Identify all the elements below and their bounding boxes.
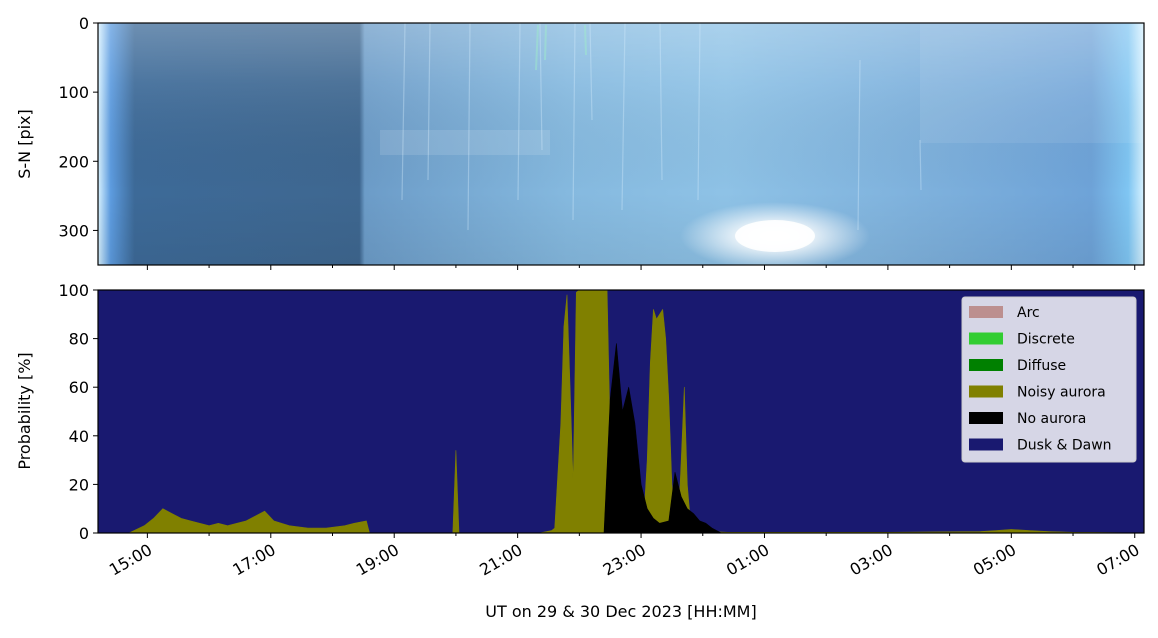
legend-box [961,296,1137,463]
keogram-image [98,23,1144,265]
series-area-no-aurora [535,343,722,533]
probability-x-ticks: 15:00 17:00 19:00 21:00 23:00 01:00 03:00 05:00… [106,533,1143,580]
legend-label: Discrete [1017,332,1075,348]
legend: Arc Discrete Diffuse Noisy aurora No aurora D… [961,296,1137,463]
legend-label: Diffuse [1017,358,1066,374]
keogram-x-ticks [146,265,1136,270]
keogram-y-tick-label: 0 [79,14,89,33]
x-tick-label: 03:00 [846,540,895,580]
keogram-y-ticks: 0 100 200 300 [58,14,98,240]
probability-y-tick-label: 20 [69,475,89,494]
probability-y-tick-label: 80 [69,330,89,349]
keogram-panel: 0 100 200 300 S-N [pix] [15,14,1145,270]
legend-swatch [969,412,1003,424]
probability-frame [97,289,1145,534]
x-tick-label: 01:00 [723,540,772,580]
probability-y-tick-label: 60 [69,378,89,397]
keogram-y-tick-label: 300 [58,221,89,240]
probability-panel: 0 20 40 60 80 100 15:00 17:00 19:00 21:00 23:00 01… [15,281,1145,621]
probability-y-ticks: 0 20 40 60 80 100 [58,281,98,543]
keogram-y-tick-label: 200 [58,152,89,171]
x-axis-label: UT on 29 & 30 Dec 2023 [HH:MM] [485,602,756,621]
keogram-y-tick-label: 100 [58,83,89,102]
legend-swatch [969,438,1003,451]
x-tick-label: 15:00 [106,540,155,580]
x-tick-label: 05:00 [970,540,1019,580]
x-tick-label: 19:00 [353,540,402,580]
probability-y-tick-label: 40 [69,427,89,446]
probability-y-tick-label: 100 [58,281,89,300]
legend-label: Noisy aurora [1017,385,1106,401]
x-tick-label: 07:00 [1093,540,1142,580]
legend-label: Arc [1017,305,1040,321]
probability-series [98,290,1144,533]
legend-swatch [969,359,1003,371]
x-tick-label: 23:00 [600,540,649,580]
legend-swatch [969,306,1003,318]
keogram-frame [97,22,1145,266]
legend-swatch [969,385,1003,398]
x-tick-label: 17:00 [229,540,278,580]
legend-label: Dusk & Dawn [1017,438,1112,454]
probability-y-tick-label: 0 [79,524,89,543]
legend-swatch [969,332,1003,345]
x-tick-label: 21:00 [476,540,525,580]
legend-label: No aurora [1017,411,1086,427]
keogram-ylabel: S-N [pix] [15,109,34,179]
probability-ylabel: Probability [%] [15,352,34,469]
